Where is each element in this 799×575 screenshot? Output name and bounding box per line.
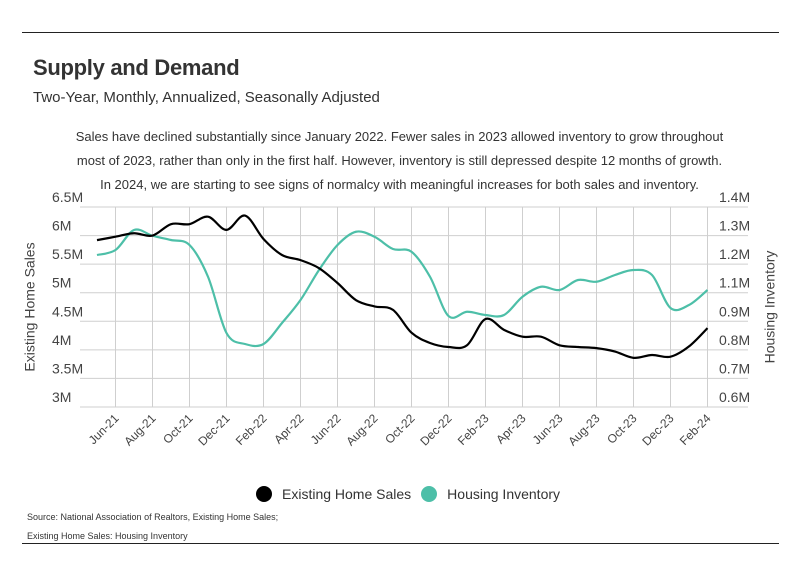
x-tick-label: Dec-21 (195, 411, 232, 448)
page-subtitle: Two-Year, Monthly, Annualized, Seasonall… (33, 89, 380, 106)
x-tick-label: Dec-22 (417, 411, 454, 448)
top-rule (22, 32, 779, 33)
legend-label: Existing Home Sales (282, 486, 412, 502)
source-line: Source: National Association of Realtors… (27, 512, 279, 522)
series-line-housing-inventory (96, 228, 709, 348)
y-tick-label: 6.5M (52, 189, 83, 205)
x-tick-label: Aug-23 (565, 411, 602, 448)
y-tick-label: 5M (52, 275, 71, 291)
y2-tick-label: 0.9M (719, 303, 750, 319)
legend-label: Housing Inventory (447, 486, 561, 502)
y2-tick-label: 0.8M (719, 332, 750, 348)
x-tick-label: Apr-23 (493, 411, 529, 447)
x-tick-label: Jun-21 (86, 411, 122, 447)
y2-tick-label: 0.6M (719, 389, 750, 405)
x-tick-label: Feb-22 (233, 411, 270, 448)
x-tick-label: Feb-23 (455, 411, 492, 448)
description-line: In 2024, we are starting to see signs of… (100, 177, 699, 192)
y-tick-label: 3.5M (52, 360, 83, 376)
y-tick-label: 5.5M (52, 246, 83, 262)
x-tick-label: Aug-21 (121, 411, 158, 448)
x-tick-label: Oct-21 (160, 411, 196, 447)
y2-tick-label: 1.3M (719, 218, 750, 234)
y-axis-label: Existing Home Sales (22, 242, 38, 371)
x-tick-label: Apr-22 (271, 411, 307, 447)
legend-swatch-inventory (421, 486, 438, 502)
description-line: most of 2023, rather than only in the fi… (76, 153, 723, 168)
x-tick-label: Oct-23 (604, 411, 640, 447)
y2-axis-label: Housing Inventory (762, 251, 778, 364)
y-tick-label: 4M (52, 332, 71, 348)
x-tick-label: Oct-22 (382, 411, 418, 447)
legend-item-sales[interactable]: Existing Home Sales (256, 486, 411, 502)
legend-swatch-sales (256, 486, 272, 502)
x-tick-label: Feb-24 (677, 411, 714, 448)
y-tick-label: 4.5M (52, 303, 83, 319)
y2-tick-label: 0.7M (719, 360, 750, 376)
source-line: Existing Home Sales: Housing Inventory (27, 531, 188, 541)
x-tick-label: Jun-23 (530, 411, 566, 447)
x-tick-label: Jun-22 (308, 411, 344, 447)
y2-tick-label: 1.1M (719, 275, 750, 291)
y-tick-label: 6M (52, 218, 71, 234)
legend: Existing Home Sales Housing Inventory (256, 486, 570, 502)
series-line-existing-home-sales (96, 214, 709, 360)
page-title: Supply and Demand (33, 55, 240, 80)
x-tick-label: Aug-22 (343, 411, 380, 448)
x-tick-label: Dec-23 (639, 411, 676, 448)
bottom-rule (22, 543, 779, 544)
legend-item-inventory[interactable]: Housing Inventory (421, 486, 560, 502)
y2-tick-label: 1.2M (719, 246, 750, 262)
description-line: Sales have declined substantially since … (75, 129, 724, 144)
y2-tick-label: 1.4M (719, 189, 750, 205)
y-tick-label: 3M (52, 389, 71, 405)
